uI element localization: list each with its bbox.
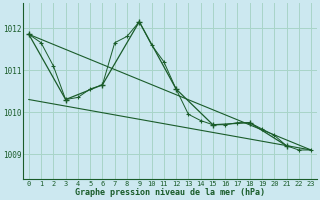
- X-axis label: Graphe pression niveau de la mer (hPa): Graphe pression niveau de la mer (hPa): [75, 188, 265, 197]
